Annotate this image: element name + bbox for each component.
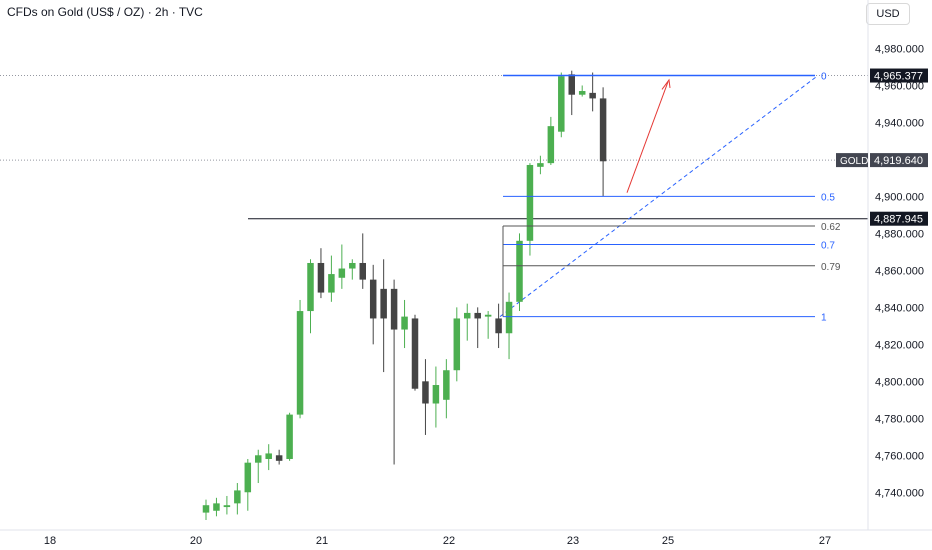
candle-body: [234, 490, 241, 504]
candle-body: [213, 503, 220, 511]
candle-body: [453, 318, 461, 371]
candle-body: [338, 268, 346, 278]
candle-body: [422, 381, 429, 404]
candle-body: [505, 301, 513, 334]
candle-body: [443, 370, 450, 400]
y-tick-label: 4,780.000: [875, 413, 924, 425]
candle-body: [317, 262, 325, 293]
y-tick-label: 4,940.000: [875, 117, 924, 129]
chart-title: CFDs on Gold (US$ / OZ) · 2h · TVC: [7, 5, 203, 19]
candle-body: [401, 316, 408, 330]
fib-level-label: 1: [821, 313, 827, 324]
candle-body: [411, 318, 419, 389]
y-tick-label: 4,840.000: [875, 302, 924, 314]
y-tick-label: 4,800.000: [875, 376, 924, 388]
candle-body: [328, 274, 335, 293]
price-axis: 4,980.0004,960.0004,940.0004,920.0004,90…: [867, 0, 924, 530]
candle-body: [558, 76, 565, 132]
resistance-price-label-bg: [870, 211, 928, 226]
x-tick-label: 23: [567, 535, 579, 547]
y-tick-label: 4,960.000: [875, 80, 924, 92]
symbol-tag-bg: [836, 153, 868, 168]
candle-body: [223, 505, 231, 508]
y-tick-label: 4,880.000: [875, 228, 924, 240]
x-tick-label: 18: [44, 535, 56, 547]
candle-body: [286, 414, 293, 459]
currency-button[interactable]: USD: [866, 3, 910, 25]
arrow-head: [661, 78, 671, 90]
y-tick-label: 4,760.000: [875, 450, 924, 462]
x-tick-label: 27: [819, 535, 831, 547]
candle-body: [589, 92, 596, 99]
candle-body: [578, 91, 586, 95]
candle-body: [380, 288, 387, 319]
candle-body: [307, 262, 314, 312]
projection-arrow[interactable]: [626, 81, 669, 193]
fib-layer: 0 0.5 0.62 0.7 0.79 1: [502, 72, 841, 324]
symbol-tag: GOLD: [840, 156, 868, 167]
candles-layer: [202, 70, 607, 520]
fib-level-label: 0.62: [821, 222, 841, 233]
candle-body: [359, 262, 366, 280]
y-tick-label: 4,820.000: [875, 339, 924, 351]
y-tick-label: 4,900.000: [875, 191, 924, 203]
candle-body: [432, 385, 440, 404]
y-tick-label: 4,740.000: [875, 487, 924, 499]
candle-body: [526, 164, 534, 241]
high-price-label: 4,965.377: [874, 71, 923, 83]
x-tick-label: 22: [443, 535, 455, 547]
last-price-label-bg: [870, 153, 928, 168]
candle-body: [547, 126, 555, 164]
candle-body: [390, 288, 398, 330]
candle-body: [495, 318, 502, 334]
price-labels-layer: 4,965.377 4,887.945 4,919.640 GOLD: [836, 68, 928, 226]
x-tick-label: 25: [662, 535, 674, 547]
candle-body: [202, 505, 210, 513]
candle-body: [516, 240, 523, 302]
candle-body: [599, 98, 607, 162]
candle-body: [265, 453, 272, 459]
candle-body: [568, 74, 575, 95]
y-tick-label: 4,980.000: [875, 43, 924, 55]
fib-level-label: 0.79: [821, 262, 841, 273]
x-tick-label: 21: [316, 535, 328, 547]
candle-body: [474, 312, 481, 319]
candle-body: [244, 462, 252, 493]
fib-level-label: 0.7: [821, 240, 835, 251]
candle-body: [464, 312, 471, 319]
candle-body: [349, 262, 356, 269]
candle-body: [484, 314, 492, 317]
candle-body: [255, 455, 262, 463]
fib-level-label: 0: [821, 72, 827, 83]
y-tick-label: 4,860.000: [875, 265, 924, 277]
fib-level-label: 0.5: [821, 192, 835, 203]
candle-body: [275, 455, 283, 461]
candle-body: [296, 311, 304, 415]
last-price-label: 4,919.640: [874, 155, 923, 167]
high-price-label-bg: [870, 68, 928, 83]
time-axis: 18 20 21 22 23 25 27: [0, 529, 932, 547]
candle-body: [537, 163, 544, 167]
resistance-price-label: 4,887.945: [874, 214, 923, 226]
candle-body: [369, 279, 377, 319]
x-tick-label: 20: [190, 535, 202, 547]
